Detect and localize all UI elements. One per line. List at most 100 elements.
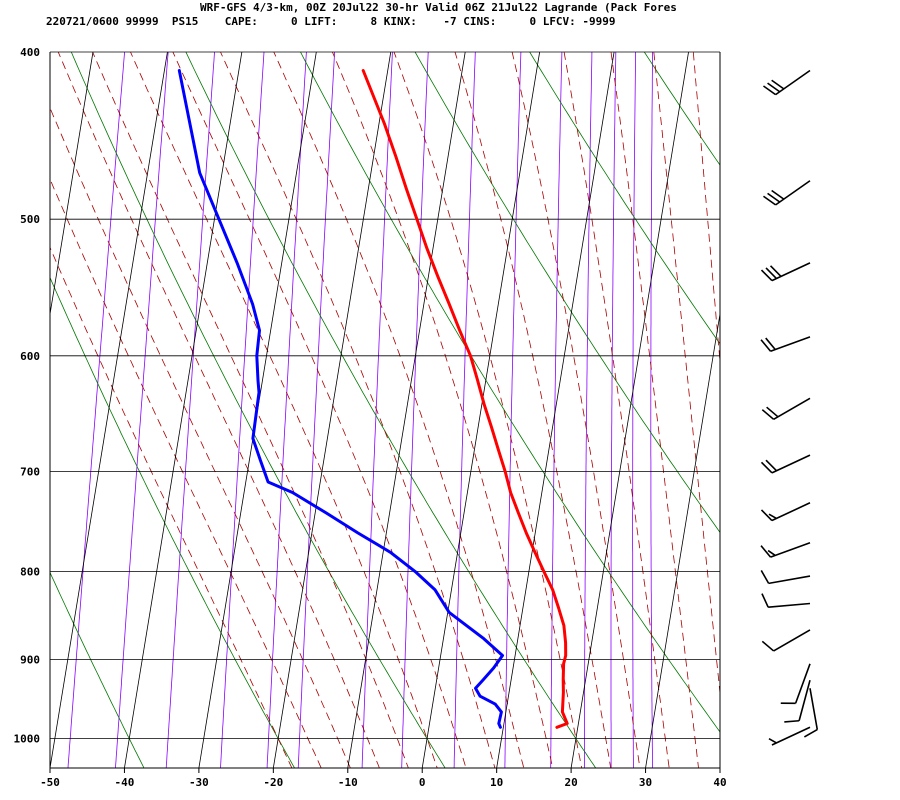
axes [49,52,721,769]
wind-barbs [760,69,819,746]
wind-barb-feather [763,195,777,206]
isotherm-line [124,52,243,768]
wind-barb [763,69,811,96]
wind-barb-staff [768,575,811,585]
wind-barb [768,726,811,746]
x-tick-label: -10 [338,776,358,789]
wind-barb-staff [794,663,811,704]
isotherm-line [496,52,615,768]
moist-adiabat-line [273,52,525,768]
wind-barb [784,679,811,723]
wind-barb-staff [768,602,811,608]
wind-barb [803,688,819,738]
isotherm-line [50,52,94,317]
mixing-ratio-line [610,52,617,768]
moist-adiabat-line [610,52,699,768]
wind-barb-feather [771,79,785,90]
mixing-ratio-line [401,52,429,768]
wind-barb-feather [763,85,777,96]
moist-adiabat-line [563,52,670,768]
dry-adiabat-line [529,52,720,345]
wind-barb-feather [761,593,769,608]
isotherm-line [50,52,168,768]
mixing-ratio-line [650,52,654,768]
wind-barb-feather [766,406,779,418]
mixing-ratio-line [361,52,393,768]
wind-barb-feather [768,737,777,744]
wind-barb-feather [760,509,773,522]
wind-barb-feather [767,192,781,203]
wind-barb-feather [767,82,781,93]
mixing-ratio-line [115,52,169,768]
mixing-ratio-line [67,52,126,768]
chart-header: WRF-GFS 4/3-km, 00Z 20Jul22 30-hr Valid … [0,0,900,40]
temperature-profile-line [361,69,569,729]
mixing-ratio-line [220,52,265,768]
x-tick-label: -30 [189,776,209,789]
mixing-ratio-line [550,52,563,768]
moist-adiabat-line [393,52,583,768]
wind-barb-staff [771,454,811,474]
wind-barb-staff [773,629,811,652]
moist-adiabat-line [331,52,554,768]
chart-title: WRF-GFS 4/3-km, 00Z 20Jul22 30-hr Valid … [200,1,677,14]
moist-adiabat-line [92,52,409,768]
background-lines [50,14,900,783]
wind-barb-staff [770,542,811,558]
isotherm-line [645,311,720,768]
wind-barb [760,502,811,522]
moist-adiabat-line [653,52,720,697]
wind-barb-feather [769,265,782,277]
wind-barb-feather [761,409,775,420]
moist-adiabat-line [50,246,293,768]
moist-adiabat-line [511,52,641,768]
dry-adiabat-line [300,52,720,733]
wind-barb [761,593,811,608]
wind-barb-feather [760,545,772,558]
moist-adiabat-line [220,52,496,768]
y-tick-label: 800 [20,565,40,578]
wind-barb-feather [765,459,778,472]
mixing-ratio-line [584,52,593,768]
wind-barb-feather [803,728,818,738]
y-tick-label: 600 [20,350,40,363]
dry-adiabat-line [845,14,900,783]
wind-barb [760,336,811,352]
y-tick-label: 400 [20,46,40,59]
y-tick-label: 1000 [14,733,41,746]
wind-barb-staff [771,502,811,522]
dry-adiabat-line [185,52,597,768]
moist-adiabat-line [50,106,351,768]
wind-barb-staff [773,397,811,421]
x-tick-label: 30 [639,776,652,789]
isotherm-line [0,52,19,768]
wind-barb [780,663,811,705]
isotherm-line [421,52,541,768]
dewpoint-profile-line [177,69,504,729]
dry-adiabat-line [50,276,296,768]
wind-barb [760,542,811,558]
isotherm-line [570,52,689,768]
isotherm-group [0,52,720,768]
x-tick-label: 20 [564,776,577,789]
x-tick-label: 10 [490,776,503,789]
wind-barb-feather [771,189,785,200]
sounding-indices: 220721/0600 99999 PS15 CAPE: 0 LIFT: 8 K… [46,15,616,28]
mixing-ratio-line [297,52,336,768]
x-tick-label: -50 [40,776,60,789]
dry-adiabat-line [643,52,720,166]
mixing-ratio-line [632,52,637,768]
y-tick-label: 900 [20,654,40,667]
moist-adiabat-line [130,52,438,768]
dry-adiabat-line [414,52,720,534]
wind-barb-feather [765,337,776,351]
mixing-ratio-line [266,52,307,768]
wind-barb-feather [760,339,772,352]
wind-barb-staff [771,726,811,746]
x-tick-label: 40 [713,776,726,789]
wind-barb-feather [784,719,800,723]
y-tick-label: 700 [20,465,40,478]
moist-adiabat-line [172,52,467,768]
wind-barb [760,454,811,474]
